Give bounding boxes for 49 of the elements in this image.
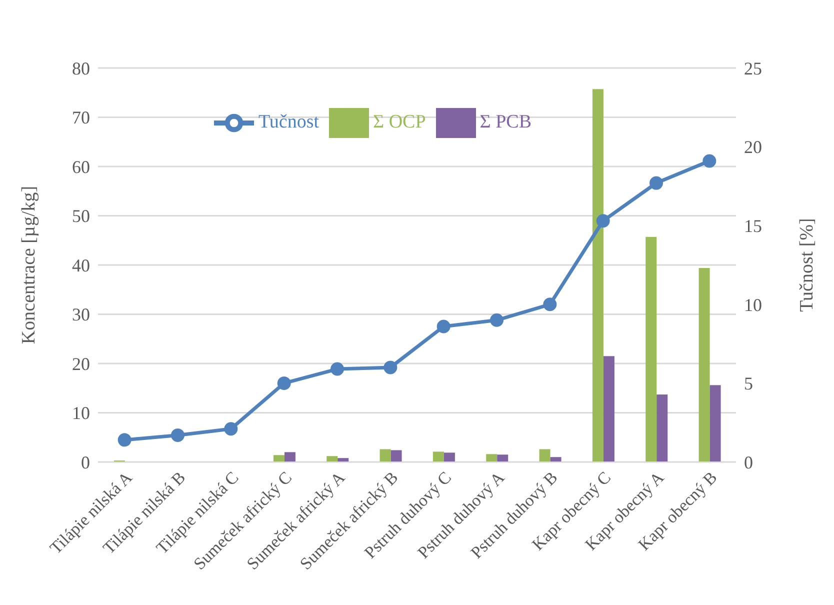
legend-label: Σ OCP — [373, 111, 426, 132]
point — [330, 362, 344, 376]
bar — [444, 452, 455, 462]
y2-tick-label: 25 — [744, 58, 762, 78]
bar — [603, 356, 614, 462]
bar — [539, 449, 550, 462]
point — [650, 176, 663, 190]
y-axis-title: Koncentrace [µg/kg] — [18, 186, 40, 344]
bar — [698, 268, 710, 462]
point — [702, 154, 716, 168]
legend-label: Σ PCB — [480, 111, 532, 132]
bar — [592, 89, 604, 462]
bar — [390, 450, 402, 462]
y-tick-label: 10 — [72, 403, 90, 424]
bar — [432, 452, 444, 462]
point — [490, 313, 504, 327]
point — [596, 214, 610, 228]
y-tick-label: 70 — [72, 108, 90, 128]
y2-tick-label: 5 — [744, 374, 753, 394]
y-tick-label: 50 — [72, 206, 90, 226]
y-tick-label: 30 — [72, 304, 90, 325]
bar — [497, 454, 508, 462]
bar — [710, 385, 721, 462]
bar — [284, 452, 296, 462]
point — [543, 298, 557, 312]
point — [277, 376, 291, 390]
point — [436, 320, 450, 334]
bar — [326, 456, 338, 462]
bar — [550, 457, 562, 462]
bar — [646, 236, 657, 462]
bar — [273, 455, 284, 462]
point — [224, 422, 238, 436]
y-tick-label: 60 — [72, 156, 90, 177]
point — [384, 360, 398, 374]
y2-axis-title: Tučnost [%] — [796, 218, 818, 312]
bar — [380, 449, 391, 462]
bar — [486, 454, 498, 462]
bar — [656, 394, 668, 462]
y2-tick-label: 10 — [744, 294, 762, 315]
y2-tick-label: 15 — [744, 216, 762, 236]
y-tick-label: 80 — [72, 58, 90, 78]
y2-tick-label: 0 — [744, 452, 753, 472]
y-tick-label: 40 — [72, 255, 90, 276]
point — [118, 433, 132, 447]
y-tick-label: 0 — [81, 452, 90, 472]
y2-tick-label: 20 — [744, 137, 762, 158]
point — [171, 428, 184, 442]
legend-label: Tučnost — [258, 111, 320, 132]
y-tick-label: 20 — [72, 354, 90, 374]
